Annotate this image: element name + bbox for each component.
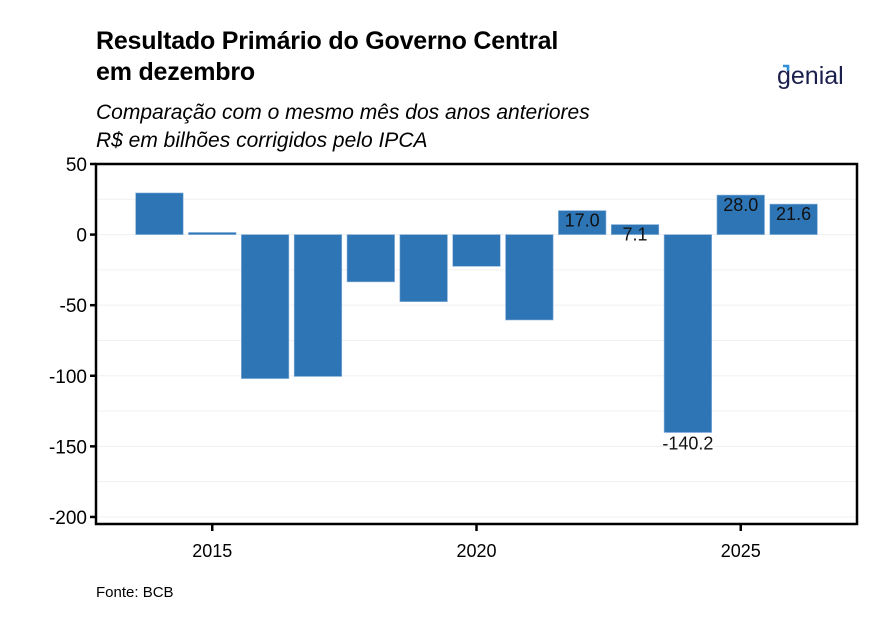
bar-2018 (346, 234, 395, 283)
chart-title-line-2: em dezembro (96, 58, 255, 86)
chart-title-line-1: Resultado Primário do Governo Central (96, 27, 559, 55)
y-tick-label: 50 (66, 155, 87, 176)
bar-2025 (716, 194, 765, 235)
bar-2017 (293, 234, 343, 377)
bar-2014 (135, 192, 184, 235)
y-tick-label: -150 (49, 437, 87, 458)
genial-logo: genial (777, 64, 844, 90)
data-label-2024: -140.2 (662, 434, 713, 454)
data-label-2025: 28.0 (723, 195, 758, 215)
data-label-2022: 17.0 (565, 211, 600, 231)
y-tick-label: 0 (76, 226, 87, 247)
bar-2020 (452, 234, 501, 267)
data-labels: 17.0 7.1 -140.2 28.0 21.6 (565, 195, 811, 453)
x-tick-label: 2025 (721, 541, 761, 561)
source-note: Fonte: BCB (96, 584, 174, 601)
x-tick-label: 2015 (192, 541, 232, 561)
bar-2022 (558, 210, 607, 235)
bar-2023 (610, 224, 660, 235)
bars (135, 192, 818, 433)
bar-2016 (241, 234, 290, 379)
bar-2026 (769, 203, 818, 235)
data-label-2023: 7.1 (623, 225, 648, 245)
chart-title: Resultado Primário do Governo Central em… (96, 26, 558, 88)
data-label-2026: 21.6 (776, 204, 811, 224)
x-tick-label: 2020 (456, 541, 496, 561)
y-tick-label: -100 (49, 367, 87, 388)
chart-subtitle-line-1: Comparação com o mesmo mês dos anos ante… (96, 101, 590, 124)
bar-2021 (505, 234, 554, 321)
axes: 50 0 -50 -100 -150 -200 2015 2020 2025 (49, 155, 859, 561)
chart-subtitle: Comparação com o mesmo mês dos anos ante… (96, 99, 590, 155)
bar-2019 (399, 234, 448, 302)
genial-logo-accent (783, 64, 790, 71)
bar-2024 (663, 234, 712, 433)
y-tick-label: -50 (60, 296, 87, 317)
chart-subtitle-line-2: R$ em bilhões corrigidos pelo IPCA (96, 129, 428, 152)
y-tick-label: -200 (49, 508, 87, 529)
bar-2015 (188, 232, 237, 235)
